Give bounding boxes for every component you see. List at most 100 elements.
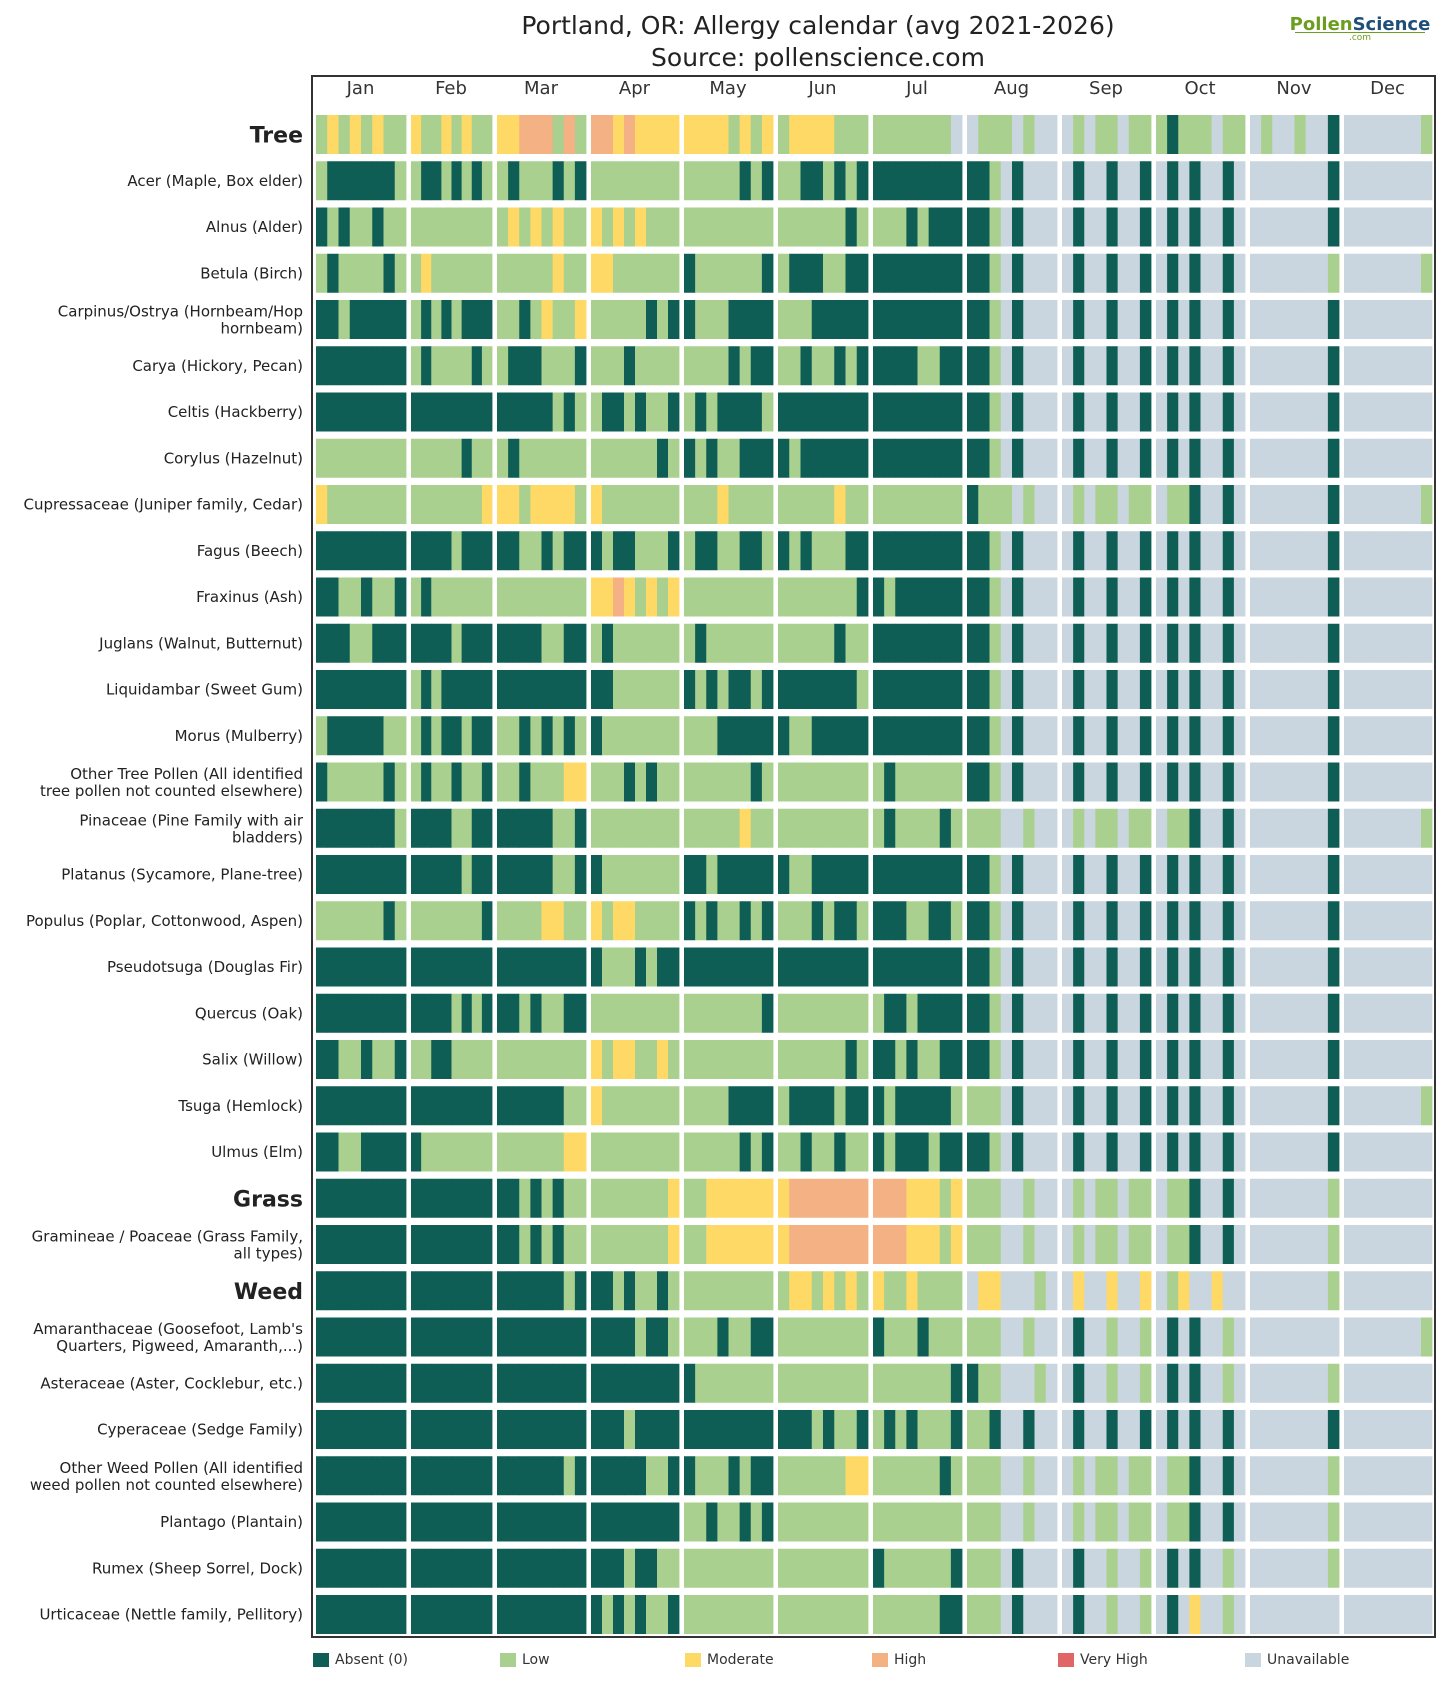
- cell: [624, 1317, 636, 1357]
- cell: [441, 392, 452, 432]
- cell: [1012, 716, 1024, 756]
- cell: [1410, 392, 1422, 432]
- cell: [602, 808, 614, 848]
- cell: [372, 762, 384, 802]
- cell: [684, 1363, 696, 1403]
- cell: [1261, 1040, 1273, 1079]
- cell: [1045, 623, 1058, 663]
- cell: [519, 1456, 531, 1496]
- cell: [1167, 207, 1179, 247]
- cell: [895, 1225, 907, 1264]
- cell: [1211, 1456, 1224, 1496]
- cell: [928, 1271, 941, 1311]
- cell: [563, 577, 576, 617]
- cell: [421, 1086, 432, 1126]
- cell: [989, 855, 1002, 894]
- cell: [1410, 531, 1422, 571]
- cell: [1045, 531, 1058, 571]
- cell: [668, 993, 680, 1033]
- cell: [823, 1040, 835, 1079]
- cell: [361, 808, 373, 848]
- cell: [717, 762, 729, 802]
- cell: [372, 1178, 384, 1218]
- cell: [461, 947, 473, 987]
- cell: [1000, 300, 1013, 339]
- cell: [1034, 1595, 1047, 1634]
- cell: [800, 1225, 813, 1264]
- cell: [497, 947, 509, 987]
- cell: [1410, 1363, 1422, 1403]
- cell: [778, 1363, 790, 1403]
- cell: [316, 346, 328, 386]
- cell: [1233, 438, 1246, 478]
- cell: [394, 1178, 407, 1218]
- cell: [646, 485, 658, 524]
- cell: [1117, 438, 1130, 478]
- cell: [728, 1595, 741, 1634]
- cell: [574, 947, 587, 987]
- cell: [906, 670, 918, 709]
- cell: [574, 1548, 587, 1588]
- cell: [1388, 993, 1400, 1033]
- taxon-row: [316, 1410, 1433, 1449]
- cell: [552, 485, 565, 524]
- cell: [421, 1456, 432, 1496]
- cell: [481, 1502, 493, 1542]
- cell: [1095, 1178, 1107, 1218]
- cell: [845, 993, 858, 1033]
- cell: [411, 1456, 422, 1496]
- cell: [441, 1271, 452, 1311]
- cell: [761, 1132, 774, 1172]
- cell: [1139, 901, 1152, 941]
- cell: [1294, 808, 1307, 848]
- cell: [372, 1456, 384, 1496]
- cell: [761, 577, 774, 617]
- cell: [602, 623, 614, 663]
- cell: [541, 1086, 554, 1126]
- cell: [383, 161, 396, 201]
- cell: [451, 485, 463, 524]
- cell: [1128, 1548, 1141, 1588]
- cell: [978, 115, 990, 154]
- cell: [1073, 1410, 1085, 1449]
- cell: [327, 1595, 339, 1634]
- cell: [1000, 1225, 1013, 1264]
- cell: [1200, 531, 1213, 571]
- cell: [1211, 115, 1224, 154]
- cell: [530, 485, 542, 524]
- cell: [856, 762, 869, 802]
- cell: [1000, 1410, 1013, 1449]
- cell: [451, 1363, 463, 1403]
- cell: [906, 531, 918, 571]
- cell: [481, 808, 493, 848]
- cell: [668, 1271, 680, 1311]
- cell: [778, 716, 790, 756]
- cell: [421, 1271, 432, 1311]
- cell: [1045, 993, 1058, 1033]
- cell: [1117, 253, 1130, 293]
- cell: [1139, 1271, 1152, 1311]
- cell: [471, 207, 483, 247]
- cell: [717, 670, 729, 709]
- cell: [431, 623, 442, 663]
- cell: [635, 1178, 647, 1218]
- cell: [1189, 1317, 1201, 1357]
- cell: [1355, 1595, 1367, 1634]
- cell: [967, 300, 979, 339]
- cell: [1200, 207, 1213, 247]
- cell: [541, 1456, 554, 1496]
- cell: [1388, 1502, 1400, 1542]
- cell: [461, 762, 473, 802]
- cell: [1294, 531, 1307, 571]
- cell: [461, 115, 473, 154]
- cell: [372, 485, 384, 524]
- cell: [591, 161, 603, 201]
- cell: [1261, 207, 1273, 247]
- cell: [1233, 623, 1246, 663]
- cell: [906, 115, 918, 154]
- cell: [1399, 485, 1411, 524]
- cell: [1399, 1225, 1411, 1264]
- cell: [1034, 762, 1047, 802]
- cell: [978, 1317, 990, 1357]
- cell: [441, 115, 452, 154]
